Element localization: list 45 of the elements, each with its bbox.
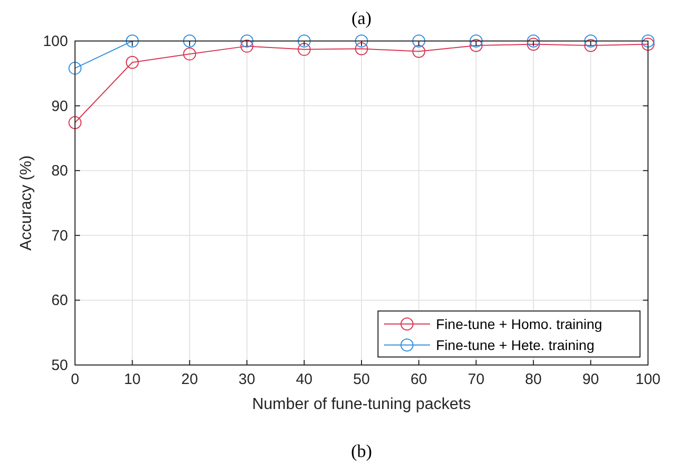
point <box>355 42 368 56</box>
legend-label: Fine-tune + Homo. training <box>436 316 602 332</box>
x-tick-label: 90 <box>582 371 600 388</box>
x-tick-label: 60 <box>410 371 428 388</box>
x-tick-label: 100 <box>635 371 661 388</box>
point <box>642 34 654 48</box>
x-tick-label: 80 <box>525 371 542 388</box>
point <box>183 47 196 60</box>
point <box>584 34 598 48</box>
point <box>183 34 196 48</box>
x-tick-label: 30 <box>238 371 256 388</box>
y-tick-label: 50 <box>51 357 68 374</box>
x-tick-label: 40 <box>296 371 313 388</box>
point <box>584 39 598 52</box>
text: (b) <box>351 441 372 461</box>
point <box>298 34 311 48</box>
x-tick-label: 50 <box>353 371 370 388</box>
point <box>126 34 139 48</box>
x-tick-label: 70 <box>468 371 484 388</box>
x-tick-label: 10 <box>124 371 141 388</box>
point <box>526 34 540 48</box>
point <box>240 40 254 53</box>
y-tick-label: 60 <box>51 292 68 310</box>
y-tick-label: 100 <box>42 33 68 50</box>
point <box>470 34 483 48</box>
y-axis-title: Accuracy (%) <box>18 155 35 251</box>
point <box>470 39 483 52</box>
y-tick-label: 80 <box>51 162 68 180</box>
y-tick-label: 70 <box>51 227 68 244</box>
point <box>68 62 82 75</box>
y-tick-label: 90 <box>51 98 68 115</box>
point <box>526 38 540 51</box>
point <box>355 34 368 48</box>
x-axis-title: Number of fune-tuning packets <box>252 396 471 413</box>
legend-label: Fine-tune + Hete. training <box>436 337 594 353</box>
point <box>68 116 82 130</box>
x-tick-label: 0 <box>70 371 80 388</box>
point <box>412 44 426 58</box>
chart-title: (a) <box>352 8 372 28</box>
point <box>240 34 254 48</box>
point <box>642 38 654 51</box>
x-tick-label: 20 <box>181 371 198 388</box>
point <box>412 34 426 48</box>
point <box>298 42 311 56</box>
point <box>126 56 139 69</box>
